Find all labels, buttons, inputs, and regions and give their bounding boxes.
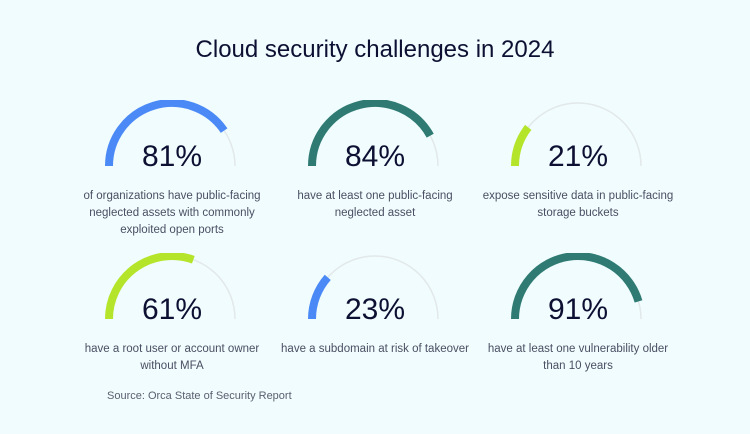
- gauge-description: have a root user or account owner withou…: [84, 343, 260, 372]
- gauge-value-arc: [511, 253, 643, 320]
- gauge-percent: 23%: [344, 293, 406, 326]
- gauge-value-arc: [511, 124, 532, 167]
- gauge-percent: 61%: [141, 293, 203, 326]
- gauge-percent: 81%: [141, 140, 203, 173]
- gauge-description: have at least one vulnerability older th…: [487, 343, 669, 372]
- gauge-value-arc: [308, 274, 331, 320]
- gauge-value-arc: [105, 253, 195, 320]
- gauge-arc: [308, 255, 439, 320]
- gauge-arc: [308, 100, 439, 167]
- gauge-description: expose sensitive data in public-facing s…: [482, 190, 674, 219]
- source-note: Source: Orca State of Security Report: [107, 390, 292, 402]
- gauge-arc: [105, 253, 236, 320]
- gauge-percent: 91%: [547, 293, 609, 326]
- gauge-arc: [105, 100, 236, 167]
- gauge-percent: 21%: [547, 140, 609, 173]
- gauge-arc: [511, 253, 643, 320]
- gauge-arc: [511, 102, 642, 167]
- gauge-value-arc: [308, 100, 434, 167]
- gauge-description: have a subdomain at risk of takeover: [281, 343, 469, 355]
- gauge-percent: 84%: [344, 140, 406, 173]
- page-title: Cloud security challenges in 2024: [195, 36, 555, 63]
- gauge-description: of organizations have public-facing negl…: [83, 190, 261, 236]
- gauge-description: have at least one public-facing neglecte…: [297, 190, 453, 219]
- gauge-value-arc: [105, 100, 228, 167]
